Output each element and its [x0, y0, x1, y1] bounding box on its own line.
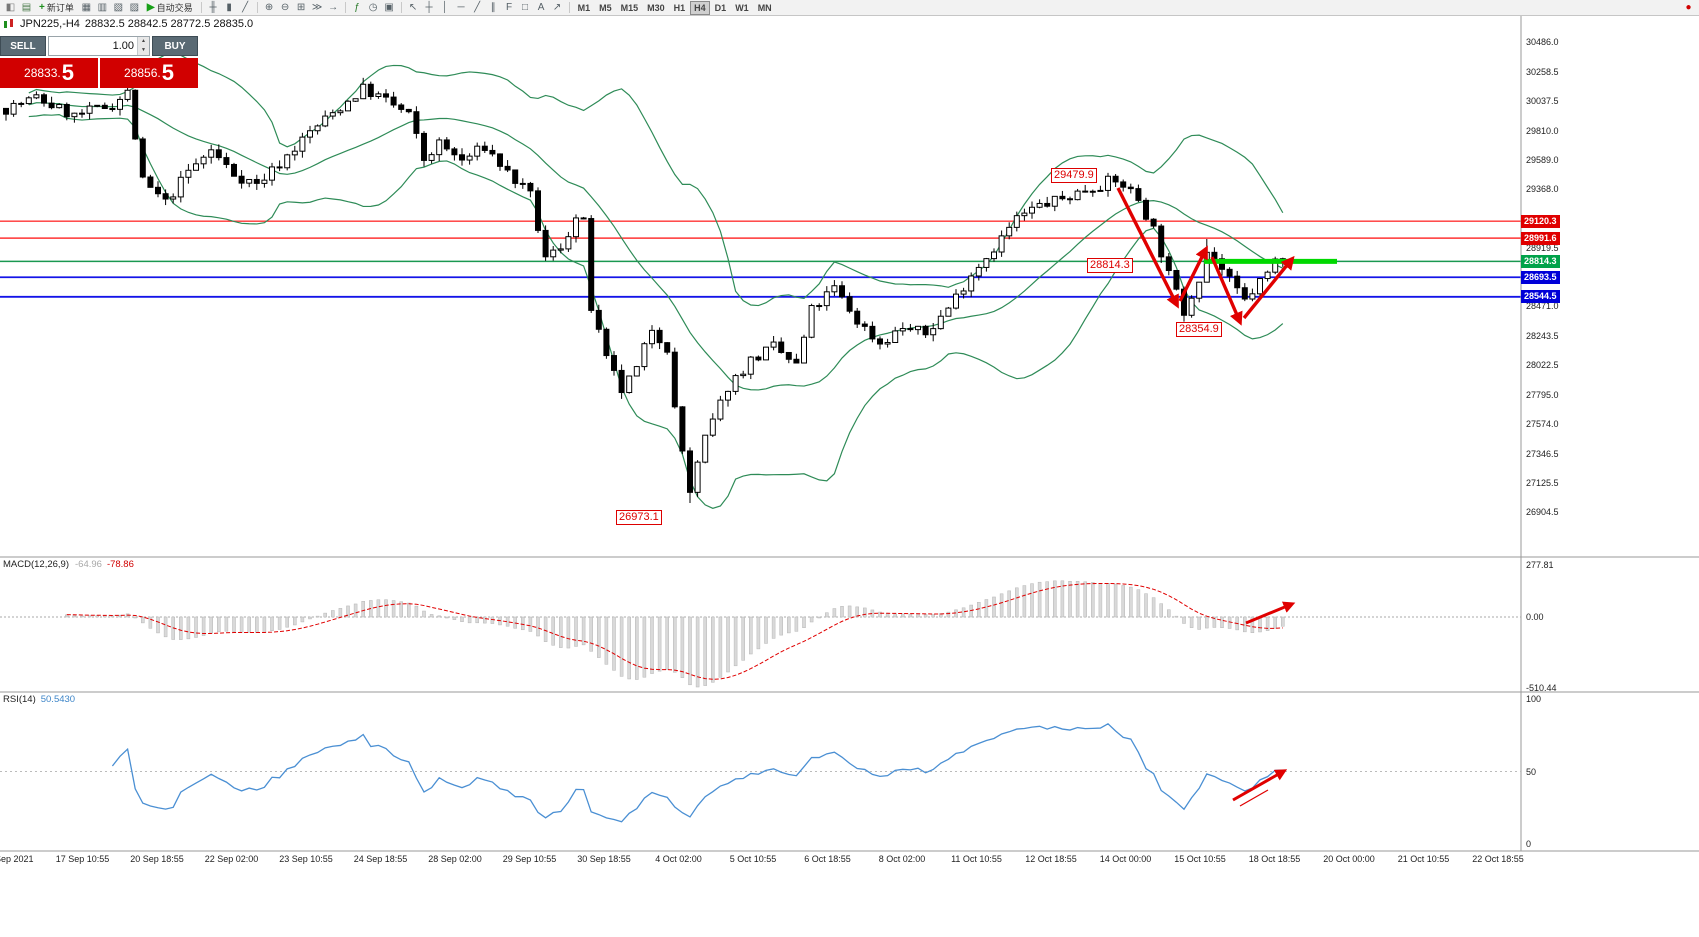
- toolbar-separator: [400, 2, 402, 13]
- trend-arrows: [1116, 187, 1296, 807]
- rsi-label: RSI(14) 50.5430: [3, 694, 75, 705]
- crosshair-icon[interactable]: ┼: [425, 2, 433, 13]
- ohlc-readout: 28832.5 28842.5 28772.5 28835.0: [84, 18, 254, 30]
- candles-group: [3, 77, 1286, 504]
- macd-name: MACD(12,26,9): [3, 559, 69, 570]
- sell-price-main: 28833.: [24, 66, 61, 80]
- macd-histogram: [65, 580, 1285, 688]
- autotrading-button-icon: ▶: [146, 2, 155, 13]
- templates-icon[interactable]: ▣: [384, 2, 394, 13]
- toolbar-separator: [344, 2, 346, 13]
- toolbar-separator: [256, 2, 258, 13]
- sell-button[interactable]: SELL: [0, 36, 46, 56]
- bar-chart-icon[interactable]: ╫: [209, 2, 217, 13]
- symbol-period-label: JPN225,-H4: [20, 18, 80, 30]
- horizontal-line-icon[interactable]: ─: [457, 2, 465, 13]
- auto-scroll-icon[interactable]: ≫: [311, 2, 323, 13]
- navigator-icon[interactable]: ▧: [113, 2, 124, 13]
- indicators-icon[interactable]: ƒ: [354, 2, 360, 13]
- candlestick-chart-icon[interactable]: ▮: [226, 2, 232, 13]
- buy-price-big: 5: [161, 60, 174, 85]
- line-chart-icon[interactable]: ╱: [242, 2, 249, 13]
- timeframe-m1[interactable]: M1: [577, 2, 591, 13]
- spin-down-icon[interactable]: ▼: [138, 46, 149, 55]
- buy-price-main: 28856.: [124, 66, 161, 80]
- chart-icon: [4, 19, 13, 28]
- cursor-icon[interactable]: ↖: [408, 2, 418, 13]
- text-icon[interactable]: A: [537, 2, 545, 13]
- new-order-button[interactable]: + 新订单: [35, 1, 78, 14]
- periods-icon[interactable]: ◷: [368, 2, 378, 13]
- vertical-line-icon[interactable]: │: [441, 2, 449, 13]
- terminal-icon[interactable]: ▨: [129, 2, 140, 13]
- fibonacci-icon[interactable]: F: [506, 2, 513, 13]
- autotrading-button[interactable]: ▶ 自动交易: [143, 1, 197, 14]
- one-click-trading-widget: SELL 1.00 ▲ ▼ BUY 28833. 5 28856. 5: [0, 36, 198, 88]
- main-toolbar: ◧ ▤ + 新订单 ▦ ▥ ▧ ▨ ▶ 自动交易 ╫ ▮ ╱ ⊕ ⊖ ⊞ ≫ → ƒ ◷ ▣ ↖ ┼ │ ─ ╱ ∥ F □ A ↗ M1 M5…: [0, 0, 1699, 16]
- rsi-name: RSI(14): [3, 694, 36, 705]
- timeframe-d1[interactable]: D1: [714, 2, 727, 13]
- toolbar-separator: [200, 2, 202, 13]
- timeframe-mn[interactable]: MN: [757, 2, 772, 13]
- sell-price[interactable]: 28833. 5: [0, 58, 98, 88]
- rsi-value: 50.5430: [40, 694, 76, 705]
- timeframe-m5[interactable]: M5: [599, 2, 612, 13]
- arrows-icon[interactable]: ↗: [552, 2, 562, 13]
- chart-shift-icon[interactable]: →: [328, 2, 339, 13]
- volume-spinner[interactable]: ▲ ▼: [137, 37, 149, 55]
- chart-header: JPN225,-H4 28832.5 28842.5 28772.5 28835…: [3, 18, 253, 30]
- timeframe-w1[interactable]: W1: [735, 2, 749, 13]
- timeframe-h4[interactable]: H4: [690, 0, 710, 15]
- macd-signal-line: [66, 582, 1283, 680]
- shapes-icon[interactable]: □: [522, 2, 529, 13]
- sell-price-big: 5: [61, 60, 74, 85]
- bollinger-middle-band: [28, 102, 1284, 391]
- macd-signal-value: -78.86: [106, 559, 134, 570]
- bollinger-lower-band: [28, 113, 1284, 509]
- volume-value[interactable]: 1.00: [112, 40, 134, 52]
- buy-button[interactable]: BUY: [152, 36, 198, 56]
- timeframe-m15[interactable]: M15: [620, 2, 639, 13]
- trendline-icon[interactable]: ╱: [474, 2, 481, 13]
- volume-field[interactable]: 1.00 ▲ ▼: [48, 36, 150, 56]
- data-window-icon[interactable]: ▥: [97, 2, 108, 13]
- macd-label: MACD(12,26,9) -64.96 -78.86: [3, 559, 134, 570]
- rsi-line: [111, 722, 1283, 823]
- autotrading-button-label: 自动交易: [156, 3, 193, 13]
- buy-price[interactable]: 28856. 5: [100, 58, 198, 88]
- zoom-in-icon[interactable]: ⊕: [264, 2, 274, 13]
- bollinger-upper-band: [28, 52, 1284, 307]
- new-order-button-icon: +: [39, 2, 45, 13]
- tile-windows-icon[interactable]: ⊞: [296, 2, 306, 13]
- chart-window-icon[interactable]: ◧: [5, 2, 16, 13]
- market-watch-icon[interactable]: ▦: [81, 2, 92, 13]
- toolbar-separator: [568, 2, 570, 13]
- macd-main-value: -64.96: [75, 559, 102, 570]
- zoom-out-icon[interactable]: ⊖: [280, 2, 290, 13]
- timeframe-h1[interactable]: H1: [673, 2, 686, 13]
- new-chart-icon[interactable]: ▤: [21, 2, 32, 13]
- record-icon[interactable]: ●: [1685, 2, 1692, 13]
- new-order-button-label: 新订单: [46, 3, 74, 13]
- timeframe-m30[interactable]: M30: [647, 2, 665, 13]
- channel-icon[interactable]: ∥: [490, 2, 496, 13]
- spin-up-icon[interactable]: ▲: [138, 37, 149, 46]
